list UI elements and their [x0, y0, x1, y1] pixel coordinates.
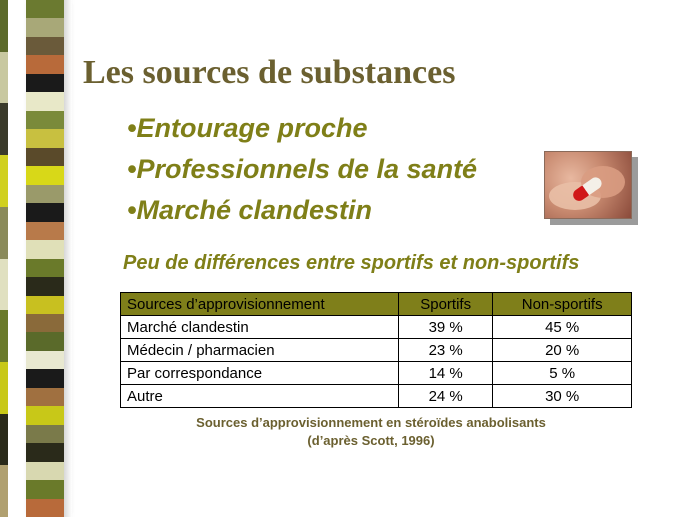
caption-line: Sources d’approvisionnement en stéroïdes…	[196, 415, 546, 430]
table-cell: 20 %	[492, 338, 632, 362]
caption-citation: (d’après Scott, 1996)	[307, 433, 435, 448]
sources-table: Sources d’approvisionnement Sportifs Non…	[120, 292, 632, 408]
table-cell: Par correspondance	[120, 361, 399, 385]
bullet-list: •Entourage proche •Professionnels de la …	[127, 108, 477, 231]
slide-title: Les sources de substances	[83, 54, 456, 91]
table-cell: Autre	[120, 384, 399, 408]
table-cell: 30 %	[492, 384, 632, 408]
stripe-shadow	[64, 0, 72, 517]
table-row: Par correspondance 14 % 5 %	[120, 361, 632, 385]
decorative-stripe	[26, 0, 64, 517]
bullet-item: •Professionnels de la santé	[127, 154, 478, 184]
column-header: Non-sportifs	[492, 292, 632, 316]
column-header: Sources d’approvisionnement	[120, 292, 399, 316]
table-cell: Marché clandestin	[120, 315, 399, 339]
pill-photo	[544, 151, 632, 219]
table-cell: 24 %	[397, 384, 494, 408]
table-row: Autre 24 % 30 %	[120, 384, 632, 408]
bullet-item: •Entourage proche	[127, 113, 368, 143]
section-subtitle: Peu de différences entre sportifs et non…	[123, 252, 580, 274]
table-cell: 5 %	[492, 361, 632, 385]
table-cell: Médecin / pharmacien	[120, 338, 399, 362]
table-row: Marché clandestin 39 % 45 %	[120, 315, 632, 339]
table-caption: Sources d’approvisionnement en stéroïdes…	[120, 414, 622, 450]
pill-capsule-icon	[549, 166, 625, 210]
table-cell: 39 %	[397, 315, 494, 339]
table-row: Médecin / pharmacien 23 % 20 %	[120, 338, 632, 362]
column-header: Sportifs	[397, 292, 494, 316]
bullet-item: •Marché clandestin	[127, 195, 373, 225]
table-header-row: Sources d’approvisionnement Sportifs Non…	[120, 292, 632, 316]
table-cell: 45 %	[492, 315, 632, 339]
table-cell: 14 %	[397, 361, 494, 385]
table-cell: 23 %	[397, 338, 494, 362]
left-edge-decoration	[0, 0, 8, 517]
